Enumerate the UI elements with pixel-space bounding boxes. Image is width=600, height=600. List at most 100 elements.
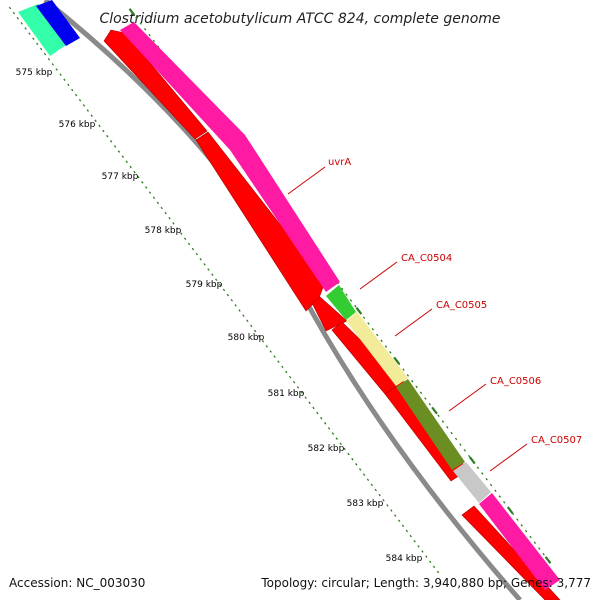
tick-mark [285, 370, 288, 374]
tick-mark [238, 309, 241, 312]
tick-mark [180, 232, 183, 235]
kbp-label: 577 kbp [102, 172, 139, 182]
tick-mark [459, 443, 462, 446]
tick-mark [164, 211, 167, 215]
tick-mark [520, 524, 523, 527]
major-tick-mark [393, 356, 401, 365]
tick-mark [371, 327, 375, 331]
gene-CA-C0504-arrow[interactable] [326, 285, 356, 320]
tick-mark [355, 463, 358, 466]
tick-mark [349, 299, 353, 302]
gene-CA-C0507-arrow[interactable] [453, 462, 491, 503]
tick-mark [413, 539, 416, 543]
tick-mark [139, 22, 142, 25]
callout-line-CA-C0505 [394, 308, 433, 337]
tick-mark [320, 416, 323, 420]
tick-mark [234, 304, 237, 307]
tick-mark [428, 402, 431, 406]
tick-mark [137, 175, 140, 179]
tick-mark [380, 339, 383, 343]
tick-mark [463, 449, 466, 452]
tick-mark [90, 114, 93, 117]
tick-mark [156, 201, 160, 205]
gene-pink-arrow[interactable] [479, 493, 560, 590]
tick-mark [450, 431, 453, 435]
tick-mark [133, 170, 136, 174]
tick-mark [176, 227, 179, 230]
tick-mark [63, 78, 66, 82]
tick-mark [374, 488, 377, 492]
tick-mark [384, 345, 388, 348]
tick-mark [401, 524, 405, 528]
map-title: Clostridium acetobutylicum ATCC 824, com… [99, 11, 500, 27]
tick-mark [32, 37, 35, 41]
gene-CA-C0506-arrow[interactable] [396, 379, 465, 470]
tick-mark [542, 552, 545, 556]
tick-mark [481, 472, 484, 475]
tick-mark [335, 437, 339, 440]
gene-label-uvrA[interactable]: uvrA [328, 157, 351, 168]
tick-mark [390, 509, 393, 512]
tick-mark [12, 11, 16, 15]
tick-mark [148, 191, 152, 194]
gene-label-CA-C0506[interactable]: CA_C0506 [490, 376, 541, 387]
tick-mark [345, 293, 348, 296]
cds-segment[interactable] [195, 131, 326, 312]
tick-mark [524, 529, 528, 533]
tick-mark [207, 268, 210, 271]
tick-mark [265, 345, 268, 348]
gene-CA-C0505-arrow[interactable] [346, 312, 408, 386]
gene-label-CA-C0505[interactable]: CA_C0505 [436, 300, 487, 311]
tick-mark [409, 534, 412, 538]
tick-mark [304, 396, 307, 399]
kbp-label: 582 kbp [308, 444, 345, 454]
gene-cyan-arrow[interactable] [18, 4, 66, 56]
tick-mark [117, 150, 121, 153]
callout-line-CA-C0507 [489, 443, 528, 472]
tick-mark [312, 406, 315, 410]
tick-mark [20, 22, 23, 25]
gene-track [18, 0, 560, 590]
tick-mark [386, 504, 389, 507]
tick-mark [296, 386, 300, 389]
tick-mark [253, 329, 257, 333]
gene-blue-arrow[interactable] [36, 0, 80, 46]
tick-mark [358, 468, 362, 471]
tick-mark [59, 73, 62, 76]
tick-mark [36, 42, 39, 46]
tick-mark [429, 560, 432, 564]
tick-mark [250, 324, 253, 328]
tick-mark [397, 519, 401, 522]
kbp-label: 584 kbp [386, 554, 423, 564]
gene-uvrA-arrow[interactable] [120, 22, 340, 292]
tick-mark [389, 351, 392, 354]
gene-callouts: uvrA CA_C0504 CA_C0505 CA_C0506 CA_C0507 [287, 157, 582, 472]
tick-mark [160, 206, 163, 210]
tick-mark [446, 426, 449, 429]
tick-mark [288, 375, 292, 379]
tick-mark [148, 33, 151, 37]
tick-mark [370, 483, 374, 487]
tick-mark [436, 570, 440, 574]
major-tick-mark [544, 556, 552, 564]
major-tick-mark [128, 8, 136, 16]
tick-mark [183, 237, 187, 240]
tick-mark [152, 196, 156, 199]
gene-label-CA-C0504[interactable]: CA_C0504 [401, 253, 452, 264]
tick-mark [152, 39, 156, 43]
tick-mark [43, 52, 47, 56]
tick-mark [141, 181, 144, 184]
tick-mark [47, 58, 51, 61]
tick-mark [424, 397, 427, 400]
tick-mark [343, 447, 346, 451]
tick-mark [67, 83, 70, 87]
major-tick-mark [431, 406, 438, 415]
tick-mark [222, 288, 226, 292]
tick-mark [28, 32, 31, 35]
tick-mark [203, 263, 206, 266]
gene-label-CA-C0507[interactable]: CA_C0507 [531, 435, 582, 446]
tick-mark [394, 514, 397, 517]
tick-mark [292, 381, 296, 384]
